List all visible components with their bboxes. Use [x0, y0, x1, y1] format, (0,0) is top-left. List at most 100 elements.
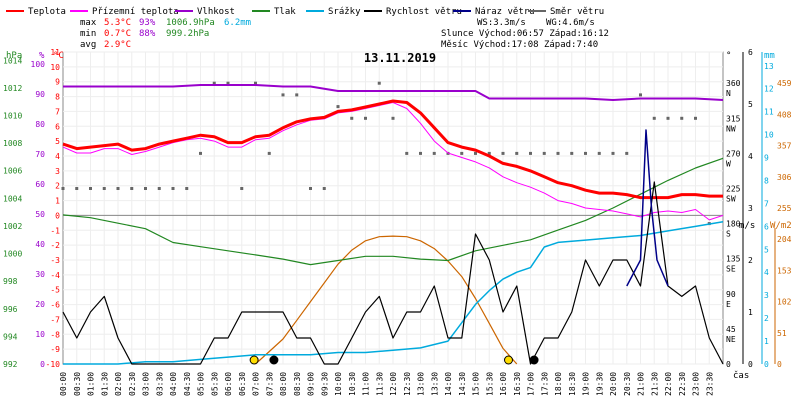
wind-direction-point — [405, 151, 409, 155]
x-tick: 01:30 — [100, 372, 109, 396]
legend-item: Náraz větru — [453, 7, 535, 17]
wind-direction-point — [130, 187, 134, 190]
series-slune-n-z-en- — [255, 235, 518, 365]
legend-label: Náraz větru — [475, 7, 535, 17]
wm2-tick: 408 — [777, 110, 792, 119]
x-tick: 07:30 — [265, 372, 274, 396]
wm2-tick: 255 — [777, 204, 792, 213]
info-sun: Slunce Východ:06:57 Západ:16:12 — [441, 29, 609, 39]
legend-item: Směr větru — [528, 7, 604, 17]
c-tick: 7 — [55, 107, 60, 116]
x-tick: 16:00 — [499, 372, 508, 396]
mm-tick: 0 — [764, 360, 769, 369]
stats-max-press: 1006.9hPa — [166, 18, 215, 28]
wind-direction-point — [460, 151, 464, 155]
wind-direction-point — [295, 93, 299, 97]
hpa-tick: 1006 — [3, 167, 22, 176]
c-tick: -1 — [50, 226, 60, 235]
deg-tick: 0 — [726, 360, 731, 369]
hpa-tick: 1004 — [3, 194, 22, 203]
x-tick: 11:00 — [362, 372, 371, 396]
stats-min-hum: 88% — [139, 29, 156, 39]
info-block: WS:3.3m/s WG:4.6m/s Slunce Východ:06:57 … — [441, 18, 609, 50]
x-tick: 05:00 — [197, 372, 206, 396]
x-tick: 12:00 — [389, 372, 398, 396]
ms-tick: 6 — [748, 48, 753, 57]
wind-direction-point — [570, 151, 574, 155]
hpa-tick: 1002 — [3, 222, 22, 231]
x-tick: 09:00 — [307, 372, 316, 396]
wind-direction-point — [419, 151, 422, 155]
wind-direction-point — [432, 151, 436, 155]
series-tlak — [62, 157, 724, 266]
x-tick: 00:30 — [73, 372, 82, 396]
mm-tick: 12 — [764, 85, 774, 94]
x-tick: 14:00 — [444, 372, 453, 396]
wind-direction-point — [391, 116, 395, 120]
wind-direction-point — [157, 187, 161, 190]
stats-max-temp: 5.3°C — [104, 18, 131, 28]
x-tick: 15:00 — [472, 372, 481, 396]
wind-direction-point — [625, 151, 629, 155]
wind-direction-point — [254, 81, 257, 85]
ms-tick: 2 — [748, 256, 753, 265]
wind-direction-point — [185, 187, 189, 190]
x-tick: 09:30 — [320, 372, 329, 396]
x-tick: 22:30 — [678, 372, 687, 396]
pct-tick: 20 — [35, 300, 45, 309]
wind-direction-point — [171, 187, 175, 190]
wind-direction-point — [666, 116, 670, 120]
legend-label: Srážky — [328, 7, 361, 17]
x-tick: 14:30 — [458, 372, 467, 396]
mm-tick: 5 — [764, 245, 769, 254]
series-teplota — [62, 99, 723, 200]
stats-avg-temp: 2.9°C — [104, 40, 131, 50]
pct-tick: 70 — [35, 150, 45, 159]
pct-tick: 10 — [35, 330, 45, 339]
wind-direction-point — [240, 187, 244, 190]
x-tick: 16:30 — [513, 372, 522, 396]
wm2-tick: 0 — [777, 360, 782, 369]
mm-tick: 4 — [764, 268, 769, 277]
stats-max-rain: 6.2mm — [224, 18, 251, 28]
deg-tick: 180 — [726, 220, 741, 229]
hpa-tick: 1000 — [3, 250, 22, 259]
series — [61, 81, 724, 365]
x-tick: 02:00 — [114, 372, 123, 396]
x-tick: 03:30 — [155, 372, 164, 396]
pct-tick: 80 — [35, 120, 45, 129]
wm2-tick: 51 — [777, 329, 787, 338]
wind-direction-point — [336, 105, 340, 109]
legend-label: Teplota — [28, 7, 66, 17]
wind-direction-point — [680, 116, 684, 120]
wind-direction-point — [611, 151, 615, 155]
x-tick: 10:30 — [348, 372, 357, 396]
c-tick: -8 — [50, 330, 60, 339]
wind-direction-point — [652, 116, 656, 120]
x-tick: 05:30 — [210, 372, 219, 396]
mm-tick: 8 — [764, 176, 769, 185]
pct-tick: 40 — [35, 240, 45, 249]
deg-tick: 360 — [726, 79, 741, 88]
pct-tick: 50 — [35, 210, 45, 219]
wm2-tick: 204 — [777, 235, 792, 244]
deg-tick: 225 — [726, 185, 741, 194]
x-tick: 03:00 — [142, 372, 151, 396]
ms-tick: 0 — [748, 360, 753, 369]
x-tick: 12:30 — [403, 372, 412, 396]
stats-block: max 5.3°C 93% 1006.9hPa 6.2mm min 0.7°C … — [80, 18, 251, 50]
deg-tick: 270 — [726, 149, 741, 158]
x-tick: 01:00 — [87, 372, 96, 396]
x-tick: 06:30 — [238, 372, 247, 396]
sunset-marker — [504, 355, 513, 365]
wind-direction-point — [487, 151, 491, 155]
c-tick: 5 — [55, 137, 60, 146]
x-tick: 00:00 — [59, 372, 68, 396]
wind-direction-point — [556, 151, 560, 155]
x-tick: 23:00 — [692, 372, 701, 396]
ms-tick: 5 — [748, 100, 753, 109]
moonset-marker — [269, 355, 279, 365]
c-unit: °C — [53, 51, 64, 61]
x-tick: 18:30 — [568, 372, 577, 396]
mm-tick: 9 — [764, 154, 769, 163]
